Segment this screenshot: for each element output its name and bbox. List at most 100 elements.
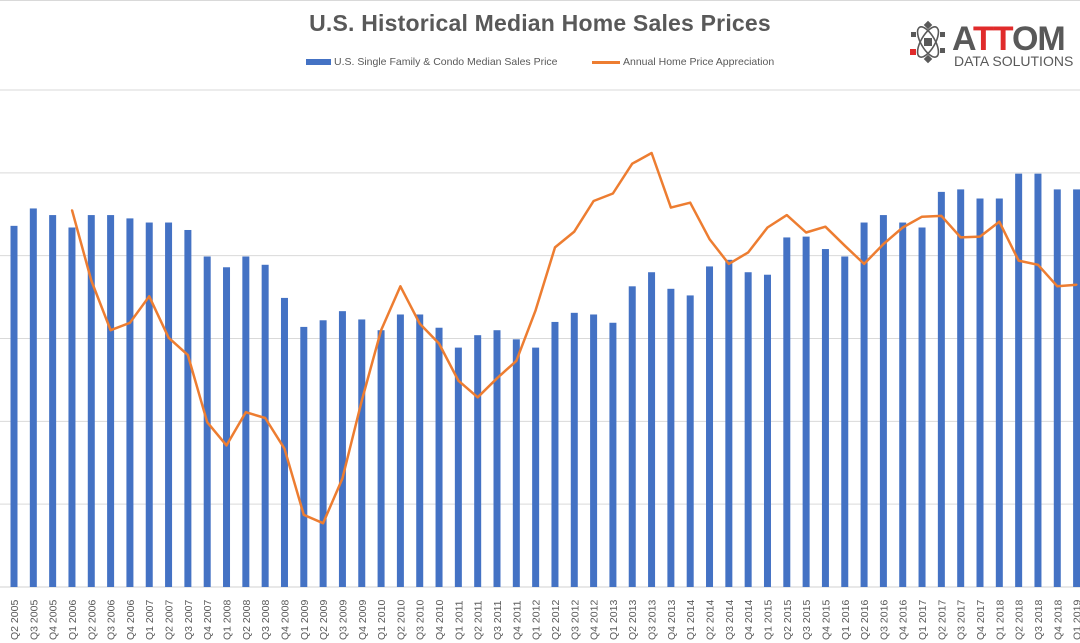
logo-tagline: DATA SOLUTIONS (954, 53, 1073, 69)
x-tick-label: Q1 2018 (994, 600, 1006, 640)
bar-q1-2010 (377, 330, 385, 587)
bar-q2-2012 (551, 321, 559, 587)
bar-q3-2017 (957, 189, 965, 587)
line-point-q3-2018 (1036, 263, 1039, 266)
x-tick-label: Q1 2009 (299, 600, 311, 640)
x-tick-label: Q3 2017 (956, 600, 968, 640)
bar-q2-2015 (783, 237, 791, 587)
x-tick-label: Q1 2013 (608, 600, 620, 640)
legend-item-median-price: U.S. Single Family & Condo Median Sales … (306, 56, 558, 68)
legend-item-appreciation: Annual Home Price Appreciation (592, 56, 774, 68)
x-tick-label: Q1 2015 (762, 600, 774, 640)
x-tick-label: Q3 2012 (569, 600, 581, 640)
line-point-q1-2010 (380, 329, 383, 332)
line-point-q1-2017 (921, 215, 924, 218)
line-point-q2-2017 (940, 214, 943, 217)
bar-q2-2013 (628, 286, 636, 587)
bar-q3-2013 (648, 272, 656, 587)
line-point-q1-2019 (1075, 283, 1078, 286)
x-tick-label: Q3 2011 (492, 600, 504, 640)
line-point-q3-2007 (186, 354, 189, 357)
line-point-q1-2015 (766, 226, 769, 229)
legend-swatch-line (592, 60, 620, 64)
bar-q1-2019 (1073, 189, 1080, 587)
line-point-q1-2013 (611, 192, 614, 195)
x-tick-label: Q4 2009 (357, 600, 369, 640)
bar-q1-2014 (686, 295, 694, 587)
bar-q3-2006 (107, 215, 115, 587)
x-tick-label: Q3 2013 (647, 600, 659, 640)
bar-q1-2009 (300, 326, 308, 587)
x-tick-label: Q2 2016 (859, 600, 871, 640)
bar-q4-2008 (280, 297, 288, 587)
x-tick-label: Q2 2010 (395, 600, 407, 640)
x-tick-label: Q2 2007 (164, 600, 176, 640)
x-tick-label: Q2 2008 (241, 600, 253, 640)
x-tick-label: Q2 2017 (936, 600, 948, 640)
line-point-q2-2012 (553, 246, 556, 249)
bar-q1-2013 (609, 322, 617, 587)
x-tick-label: Q4 2018 (1052, 600, 1064, 640)
line-point-q1-2014 (689, 201, 692, 204)
bar-q3-2015 (802, 236, 810, 588)
bar-q2-2007 (165, 222, 173, 588)
x-tick-label: Q1 2007 (144, 600, 156, 640)
bar-q4-2014 (744, 272, 752, 587)
x-tick-label: Q2 2018 (1014, 600, 1026, 640)
x-tick-label: Q2 2015 (782, 600, 794, 640)
legend-label: U.S. Single Family & Condo Median Sales … (334, 56, 558, 68)
line-point-q3-2010 (418, 322, 421, 325)
x-tick-label: Q3 2014 (724, 600, 736, 640)
line-point-q2-2007 (167, 336, 170, 339)
x-tick-label: Q3 2005 (28, 600, 40, 640)
x-tick-label: Q3 2018 (1033, 600, 1045, 640)
bar-q1-2011 (454, 347, 462, 587)
line-point-q1-2011 (457, 379, 460, 382)
bar-q2-2006 (87, 215, 95, 587)
line-point-q2-2014 (708, 238, 711, 241)
line-point-q4-2007 (206, 421, 209, 424)
line-point-q1-2018 (998, 220, 1001, 223)
line-point-q4-2012 (592, 199, 595, 202)
bar-q1-2006 (68, 227, 76, 587)
line-point-q4-2011 (515, 359, 518, 362)
line-point-q4-2014 (747, 251, 750, 254)
top-border (0, 0, 1080, 1)
line-point-q3-2015 (805, 231, 808, 234)
line-point-q4-2008 (283, 447, 286, 450)
atom-icon: ATTOM DATA SOLUTIONS (910, 20, 1073, 69)
bar-q4-2006 (126, 218, 134, 587)
line-point-q3-2006 (109, 329, 112, 332)
x-tick-label: Q4 2006 (125, 600, 137, 640)
bar-q1-2007 (145, 222, 153, 588)
line-point-q4-2016 (901, 226, 904, 229)
bar-q4-2013 (667, 288, 675, 587)
bar-q4-2010 (435, 327, 443, 587)
bar-q3-2014 (725, 259, 733, 587)
x-tick-label: Q4 2007 (202, 600, 214, 640)
line-point-q3-2016 (882, 243, 885, 246)
bar-q3-2008 (261, 264, 269, 587)
x-tick-label: Q4 2015 (820, 600, 832, 640)
x-tick-label: Q1 2016 (840, 600, 852, 640)
x-tick-label: Q3 2016 (878, 600, 890, 640)
bar-q3-2007 (184, 229, 192, 587)
bar-q1-2008 (223, 267, 231, 587)
x-tick-label: Q2 2006 (86, 600, 98, 640)
x-tick-label: Q4 2013 (666, 600, 678, 640)
line-point-q3-2017 (959, 236, 962, 239)
line-point-q2-2018 (1017, 259, 1020, 262)
bar-q3-2010 (416, 314, 424, 587)
x-tick-label: Q1 2014 (685, 600, 697, 640)
line-point-q4-2018 (1056, 285, 1059, 288)
x-tick-label: Q4 2012 (589, 600, 601, 640)
bar-q4-2016 (899, 222, 907, 588)
x-tick-label: Q1 2012 (531, 600, 543, 640)
x-tick-label: Q2 2013 (627, 600, 639, 640)
line-point-q1-2006 (70, 209, 73, 212)
bar-q4-2009 (358, 319, 366, 587)
line-point-q1-2009 (302, 513, 305, 516)
bar-q4-2018 (1053, 189, 1061, 587)
x-tick-label: Q3 2007 (183, 600, 195, 640)
